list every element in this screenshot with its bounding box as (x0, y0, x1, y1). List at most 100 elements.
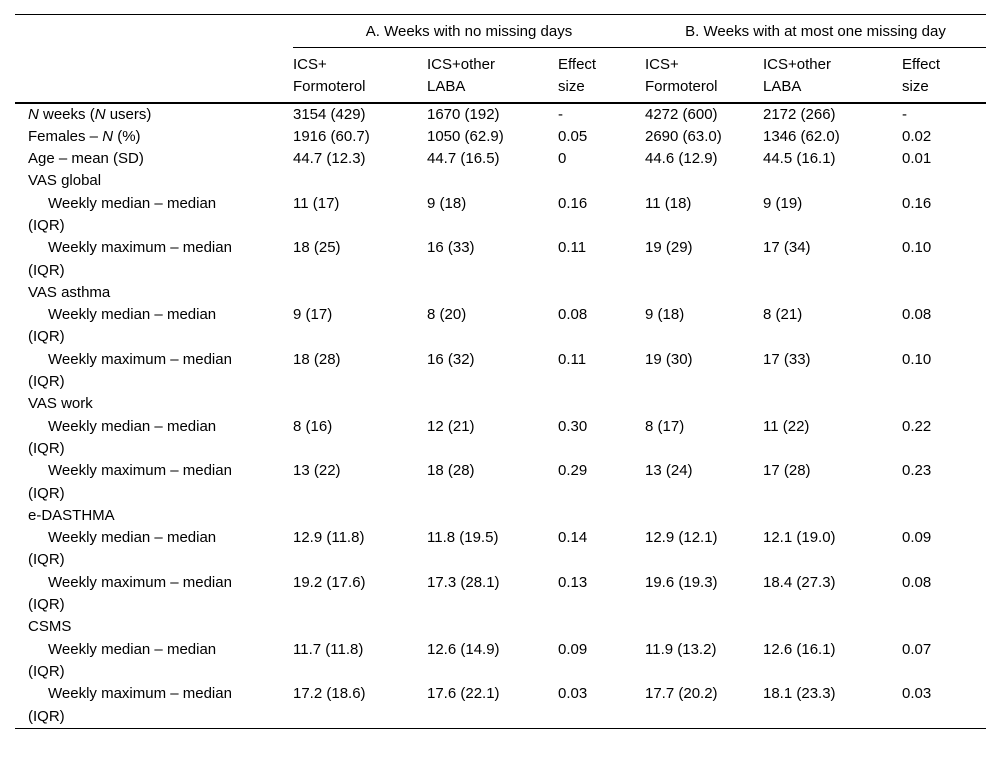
column-header-line: LABA (763, 78, 802, 95)
cell: 8 (20) (427, 306, 467, 324)
column-header-ics-other-laba-a: ICS+other LABA (427, 47, 558, 104)
section-row-e-dasthma: e-DASTHMA (15, 505, 986, 527)
cell: 11.9 (13.2) (645, 640, 717, 658)
row-label-line1: Weekly maximum – median (48, 350, 232, 368)
row-label-line2: (IQR) (28, 373, 65, 391)
row-label-line1: Weekly maximum – median (48, 685, 232, 703)
column-header-ics-other-laba-b: ICS+other LABA (763, 47, 902, 104)
baseline-characteristics-table: A. Weeks with no missing days B. Weeks w… (15, 14, 986, 729)
cell: 17.6 (22.1) (427, 685, 500, 703)
cell: 17.2 (18.6) (293, 685, 366, 703)
table-row-vas-asthma-weekly-maximum: Weekly maximum – median (IQR) 18 (28) 16… (15, 349, 986, 394)
table-row-n-weeks: N weeks (N users) 3154 (429) 1670 (192) … (15, 103, 986, 126)
row-label-line1: Weekly median – median (48, 306, 217, 324)
row-label-part: (%) (113, 127, 141, 145)
section-row-vas-asthma: VAS asthma (15, 282, 986, 304)
spacer (293, 393, 986, 415)
cell: 0.16 (558, 194, 588, 212)
cell: 1050 (62.9) (427, 127, 504, 145)
cell: 11.7 (11.8) (293, 640, 364, 658)
row-label-line1: Weekly median – median (48, 529, 217, 547)
section-label: e-DASTHMA (28, 506, 115, 524)
spacer (293, 616, 986, 638)
row-label: Females – N (%) (15, 126, 293, 148)
cell: 18 (28) (427, 462, 475, 480)
cell: 19 (29) (645, 239, 693, 257)
table-row-vas-asthma-weekly-median: Weekly median – median (IQR) 9 (17) 8 (2… (15, 304, 986, 349)
row-label: N weeks (N users) (15, 103, 293, 126)
table-row-vas-work-weekly-maximum: Weekly maximum – median (IQR) 13 (22) 18… (15, 460, 986, 505)
cell: 0.07 (902, 640, 932, 658)
cell: 13 (24) (645, 462, 693, 480)
cell: 19.2 (17.6) (293, 573, 366, 591)
section-row-vas-work: VAS work (15, 393, 986, 415)
table-row-csms-weekly-median: Weekly median – median (IQR) 11.7 (11.8)… (15, 639, 986, 684)
cell: 18 (25) (293, 239, 341, 257)
row-label-line2: (IQR) (28, 261, 65, 279)
section-row-vas-global: VAS global (15, 170, 986, 192)
cell: 2172 (266) (763, 105, 836, 123)
cell: 0.23 (902, 462, 932, 480)
column-header-line: size (902, 78, 929, 95)
column-header-line: ICS+ (645, 56, 679, 73)
cell: 0.02 (902, 127, 932, 145)
cell: 9 (18) (427, 194, 467, 212)
cell: 12.6 (14.9) (427, 640, 500, 658)
column-header-line: Effect (902, 56, 941, 73)
cell: 16 (32) (427, 350, 475, 368)
cell: 0.13 (558, 573, 588, 591)
row-label-line1: Weekly maximum – median (48, 462, 232, 480)
cell: 0.29 (558, 462, 588, 480)
table-row-vas-global-weekly-median: Weekly median – median (IQR) 11 (17) 9 (… (15, 193, 986, 238)
cell: 0.03 (902, 685, 932, 703)
row-label-line1: Weekly maximum – median (48, 239, 232, 257)
row-label-part: Females – (28, 127, 103, 145)
cell: 0.09 (902, 529, 932, 547)
column-header-row: ICS+ Formoterol ICS+other LABA Effect si… (15, 47, 986, 104)
group-header-row: A. Weeks with no missing days B. Weeks w… (15, 14, 986, 48)
row-label-line1: Weekly median – median (48, 640, 217, 658)
cell: 0.08 (902, 306, 932, 324)
column-header-ics-formoterol-a: ICS+ Formoterol (293, 47, 427, 104)
row-label-part: users) (105, 105, 152, 123)
cell: 0.08 (558, 306, 588, 324)
cell: 3154 (429) (293, 105, 366, 123)
cell: 0.22 (902, 417, 932, 435)
cell: 18.1 (23.3) (763, 685, 836, 703)
cell: 0.14 (558, 529, 588, 547)
row-label-part: N (28, 105, 39, 123)
group-header-a: A. Weeks with no missing days (293, 14, 645, 48)
cell: 44.7 (12.3) (293, 150, 366, 168)
row-label: Weekly maximum – median (IQR) (15, 572, 293, 617)
cell: 0.08 (902, 573, 932, 591)
cell: - (558, 105, 563, 123)
table-body: N weeks (N users) 3154 (429) 1670 (192) … (15, 103, 986, 729)
corner-cell (15, 15, 293, 48)
row-label-line1: Weekly maximum – median (48, 573, 232, 591)
cell: 11.8 (19.5) (427, 529, 499, 547)
cell: 9 (17) (293, 306, 333, 324)
cell: 17 (34) (763, 239, 811, 257)
column-header-line: Formoterol (645, 78, 718, 95)
row-label-line2: (IQR) (28, 484, 65, 502)
cell: 0.10 (902, 350, 932, 368)
table-row-e-dasthma-weekly-median: Weekly median – median (IQR) 12.9 (11.8)… (15, 527, 986, 572)
cell: 18 (28) (293, 350, 341, 368)
cell: 11 (18) (645, 194, 692, 212)
table-row-age: Age – mean (SD) 44.7 (12.3) 44.7 (16.5) … (15, 148, 986, 170)
cell: 17.3 (28.1) (427, 573, 500, 591)
cell: 12.6 (16.1) (763, 640, 836, 658)
cell: 8 (17) (645, 417, 685, 435)
paper-page: A. Weeks with no missing days B. Weeks w… (0, 14, 1000, 762)
row-label-line1: Weekly median – median (48, 417, 217, 435)
section-label: VAS asthma (28, 283, 111, 301)
cell: 0.01 (902, 150, 932, 168)
cell: 44.5 (16.1) (763, 150, 836, 168)
row-label-line2: (IQR) (28, 662, 65, 680)
cell: 16 (33) (427, 239, 475, 257)
spacer (293, 170, 986, 192)
cell: 17 (28) (763, 462, 811, 480)
cell: 1916 (60.7) (293, 127, 370, 145)
cell: - (902, 105, 907, 123)
section-label: CSMS (28, 618, 72, 636)
